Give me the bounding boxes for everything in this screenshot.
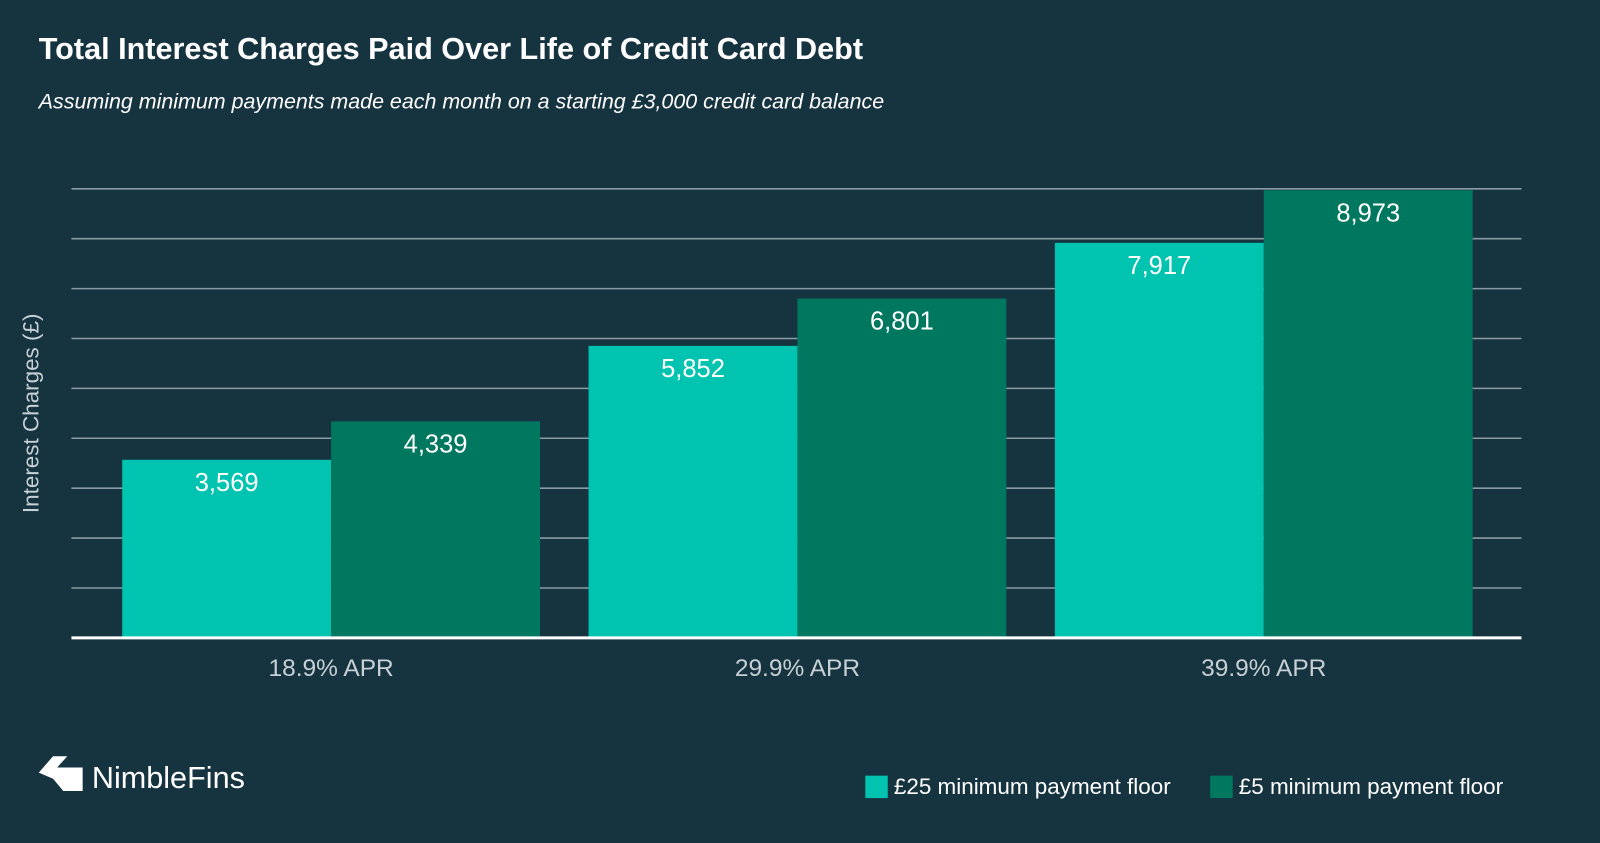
x-tick-label: 18.9% APR [269, 655, 394, 682]
legend-swatch [865, 775, 888, 799]
brand-logo [38, 756, 83, 791]
bar [797, 298, 1007, 638]
value-label: 6,801 [870, 308, 934, 336]
value-label: 4,339 [404, 431, 468, 459]
x-tick-label: 29.9% APR [735, 655, 860, 682]
bar [122, 459, 332, 638]
bar [1263, 190, 1473, 638]
x-tick-label: 39.9% APR [1201, 655, 1326, 682]
value-label: 8,973 [1336, 199, 1400, 227]
legend-label: £25 minimum payment floor [894, 774, 1171, 799]
value-label: 3,569 [195, 469, 259, 497]
bar [588, 345, 798, 638]
chart-title: Total Interest Charges Paid Over Life of… [39, 32, 863, 66]
value-label: 5,852 [661, 355, 725, 383]
bar [1054, 242, 1264, 638]
legend-label: £5 minimum payment floor [1239, 774, 1504, 799]
chart-subtitle: Assuming minimum payments made each mont… [37, 90, 884, 114]
value-label: 7,917 [1127, 252, 1191, 280]
legend-swatch [1210, 775, 1233, 799]
bar [331, 421, 541, 638]
brand-name: NimbleFins [92, 761, 245, 795]
y-axis-label: Interest Charges (£) [19, 314, 44, 514]
